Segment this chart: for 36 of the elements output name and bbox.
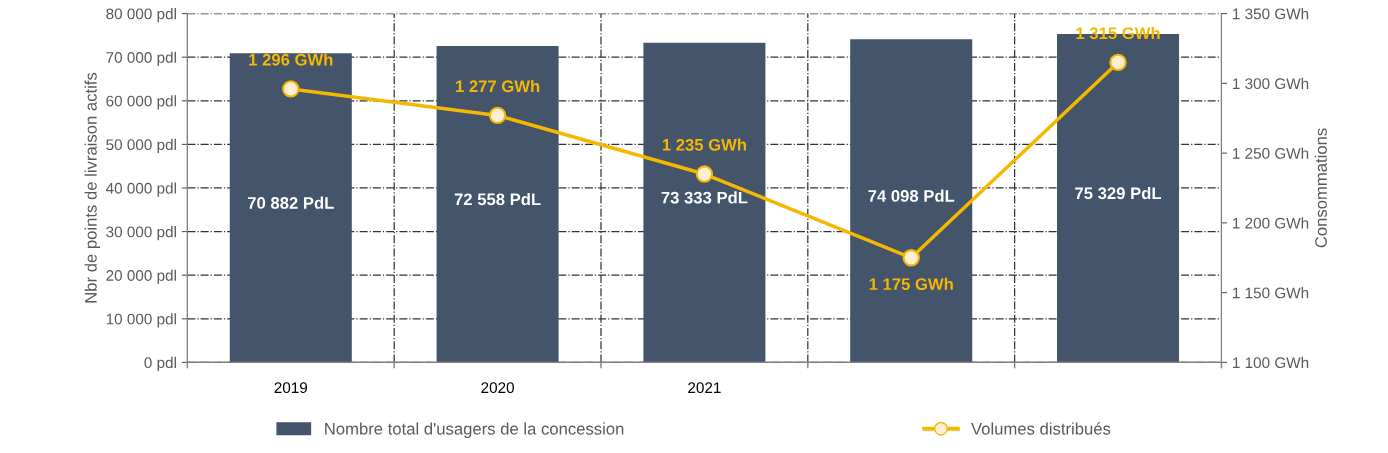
data-label: 73 333 PdL — [661, 191, 748, 204]
y2-axis-title: Consommations — [1314, 128, 1327, 248]
y-tick-label: 70 000 pdl — [106, 51, 176, 66]
point — [488, 106, 507, 125]
y2-tick-label: 1 350 GWh — [1233, 8, 1309, 20]
point — [695, 165, 714, 183]
point — [1109, 53, 1127, 72]
x-tick-label: 2019 — [274, 382, 308, 394]
data-label: 75 329 PdL — [1075, 186, 1162, 200]
x-tick-label: 2020 — [481, 382, 514, 394]
point — [902, 249, 920, 267]
y-tick-label: 60 000 pdl — [106, 95, 176, 110]
point — [282, 80, 300, 98]
y2-tick-label: 1 300 GWh — [1233, 77, 1309, 90]
y-tick-label: 10 000 pdl — [106, 313, 176, 328]
data-label: 70 882 PdL — [247, 196, 334, 209]
legend-label: Volumes distribués — [971, 422, 1111, 435]
y2-tick-label: 1 200 GWh — [1233, 217, 1309, 229]
data-label: 1 277 GWh — [456, 79, 540, 93]
y2-tick-label: 1 150 GWh — [1233, 287, 1309, 299]
y-tick-label: 80 000 pdl — [106, 8, 176, 23]
y-tick-label: 30 000 pdl — [106, 226, 176, 241]
legend-label: Nombre total d'usagers de la concession — [325, 422, 624, 438]
y-axis-title: Nbr de points de livraison actifs — [84, 72, 101, 303]
data-label: 72 558 PdL — [454, 192, 541, 206]
y-tick-label: 50 000 pdl — [106, 138, 176, 154]
y2-tick-label: 1 250 GWh — [1233, 147, 1309, 159]
y2-tick-label: 1 100 GWh — [1233, 356, 1309, 369]
y-tick-label: 0 pdl — [144, 356, 176, 372]
y-tick-label: 40 000 pdl — [105, 182, 176, 197]
data-label: 74 098 PdL — [868, 189, 955, 202]
y-tick-label: 20 000 pdl — [106, 269, 176, 284]
data-label: 1 175 GWh — [869, 277, 953, 291]
data-label: 1 235 GWh — [662, 138, 746, 151]
x-tick-label: 2021 — [688, 382, 721, 394]
data-label: 1 296 GWh — [249, 53, 333, 66]
